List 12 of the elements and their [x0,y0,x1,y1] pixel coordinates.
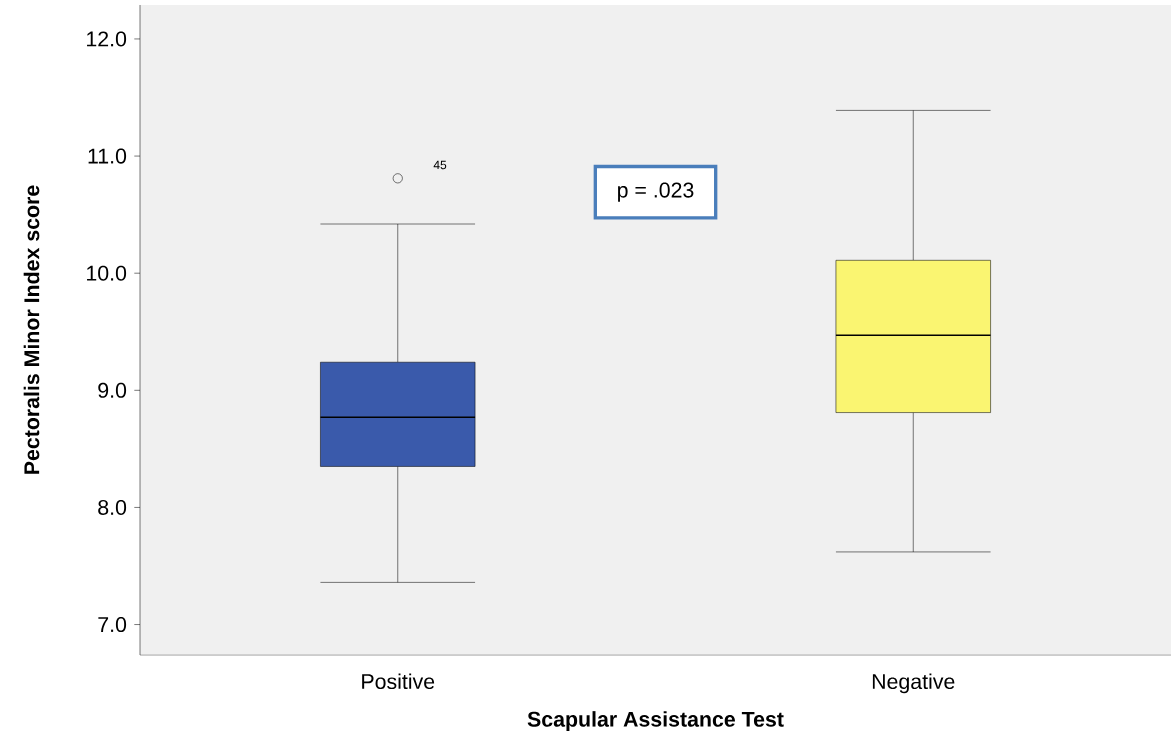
annotation: 45 [433,160,447,170]
y-axis-title: Pectoralis Minor Index score [23,185,40,474]
annotation: p = .023 [618,182,694,202]
y-tick-label: 11.0 [88,148,127,164]
x-tick-label: Negative [872,673,955,694]
y-tick-label: 9.0 [98,382,127,398]
y-tick-label: 8.0 [98,499,127,515]
y-tick-label: 10.0 [87,265,127,281]
y-tick-label: 12.0 [87,31,127,47]
x-axis-title: Scapular Assistance Test [527,711,784,732]
x-tick-label: Positive [362,673,435,690]
y-tick-label: 7.0 [98,617,127,633]
